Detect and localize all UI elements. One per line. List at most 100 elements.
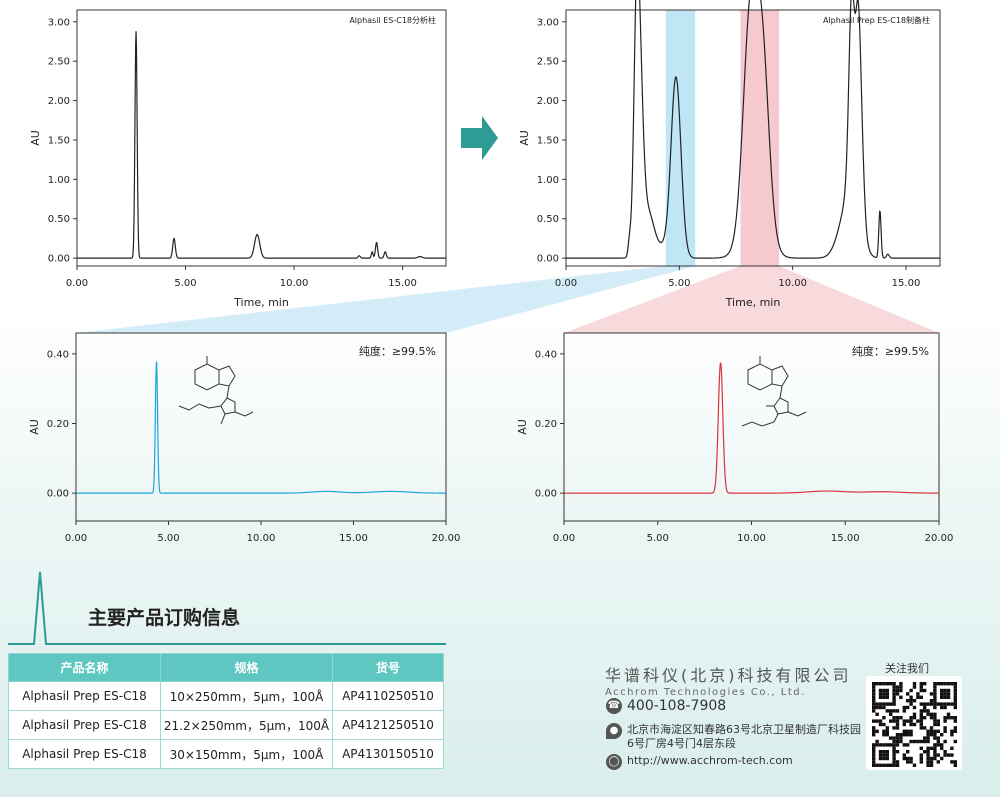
qr-module: [912, 685, 917, 689]
qr-module: [912, 699, 917, 703]
qr-module: [906, 756, 910, 761]
qr-module: [899, 685, 903, 689]
qr-module: [919, 688, 923, 693]
qr-module: [885, 753, 889, 757]
qr-module: [882, 682, 886, 686]
x-tick-label: 15.00: [831, 533, 860, 544]
qr-module: [940, 688, 944, 693]
qr-module: [875, 702, 879, 706]
qr-module: [943, 695, 947, 699]
contact-phone: ☎ 400-108-7908: [606, 698, 726, 714]
qr-module: [878, 688, 883, 693]
qr-module: [933, 756, 937, 761]
qr-module: [892, 736, 896, 740]
qr-module: [950, 746, 954, 750]
qr-module: [906, 729, 910, 733]
qr-module: [923, 736, 927, 740]
qr-module: [923, 682, 927, 686]
qr-module: [875, 719, 879, 723]
qr-module: [943, 716, 947, 720]
qr-module: [892, 756, 896, 761]
qr-module: [929, 692, 934, 696]
qr-module: [909, 688, 913, 693]
qr-module: [875, 712, 879, 716]
qr-module: [882, 753, 886, 757]
y-tick-label: 0.40: [47, 349, 69, 360]
qr-module: [885, 682, 889, 686]
qr-module: [919, 719, 923, 723]
y-tick-label: 0.00: [47, 489, 69, 500]
order-table: 产品名称 规格 货号 Alphasil Prep ES-C18 10×250mm…: [8, 653, 444, 769]
qr-module: [953, 719, 957, 723]
x-tick-label: 10.00: [778, 278, 807, 289]
order-info-title: 主要产品订购信息: [88, 607, 241, 629]
qr-module: [919, 702, 923, 706]
qr-module: [953, 682, 957, 686]
qr-module: [878, 753, 883, 757]
qr-module: [875, 682, 879, 686]
qr-module: [892, 692, 896, 696]
x-tick-label: 0.00: [555, 278, 577, 289]
y-tick-label: 1.50: [48, 135, 70, 146]
qr-module: [940, 733, 944, 737]
highlight-band: [740, 10, 780, 266]
x-tick-label: 10.00: [247, 533, 276, 544]
qr-module: [889, 736, 893, 740]
qr-module: [936, 736, 940, 740]
qr-module: [875, 729, 879, 733]
y-tick-label: 2.00: [537, 96, 559, 107]
table-row: Alphasil Prep ES-C18 10×250mm，5μm，100Å A…: [8, 681, 444, 711]
qr-module: [872, 692, 876, 696]
qr-module: [940, 756, 944, 761]
qr-module: [892, 695, 896, 699]
table-row: Alphasil Prep ES-C18 30×150mm，5μm，100Å A…: [8, 739, 444, 769]
x-tick-label: 15.00: [388, 278, 417, 289]
qr-module: [916, 719, 920, 723]
qr-module: [919, 746, 923, 750]
qr-module: [926, 702, 930, 706]
qr-module: [882, 733, 886, 737]
qr-module: [899, 682, 903, 686]
qr-module: [895, 750, 900, 754]
qr-module: [940, 746, 944, 750]
cell-spec: 21.2×250mm，5μm，100Å: [160, 710, 333, 740]
arrow-right-icon: [461, 116, 498, 160]
connector-red: [564, 266, 939, 333]
qr-module: [872, 746, 876, 750]
qr-module: [902, 733, 906, 737]
qr-module: [933, 682, 937, 686]
qr-module: [882, 695, 886, 699]
y-tick-label: 0.00: [48, 254, 70, 265]
qr-module: [919, 760, 923, 764]
qr-module: [923, 688, 927, 693]
qr-module: [892, 699, 896, 703]
qr-module: [953, 726, 957, 730]
y-tick-label: 3.00: [537, 17, 559, 28]
qr-module: [950, 729, 954, 733]
y-axis-label: AU: [28, 419, 41, 435]
qr-module: [926, 753, 930, 757]
qr-module: [950, 753, 954, 757]
qr-module: [926, 746, 930, 750]
qr-module: [912, 712, 917, 716]
qr-module: [919, 709, 923, 713]
qr-module: [892, 750, 896, 754]
location-icon: ●: [606, 723, 622, 739]
qr-module: [906, 692, 910, 696]
qr-module: [933, 753, 937, 757]
qr-module: [906, 750, 910, 754]
qr-module: [943, 702, 947, 706]
y-axis-label: AU: [516, 419, 529, 435]
qr-module: [895, 685, 900, 689]
phone-number[interactable]: 400-108-7908: [627, 698, 727, 714]
qr-module: [889, 709, 893, 713]
qr-module: [950, 682, 954, 686]
qr-module: [892, 763, 896, 767]
qr-module: [909, 719, 913, 723]
qr-code[interactable]: [866, 676, 962, 770]
website-link[interactable]: http://www.acchrom-tech.com: [627, 754, 793, 767]
qr-module: [885, 702, 889, 706]
x-tick-label: 5.00: [174, 278, 196, 289]
qr-module: [895, 763, 900, 767]
series-line: [564, 362, 939, 494]
